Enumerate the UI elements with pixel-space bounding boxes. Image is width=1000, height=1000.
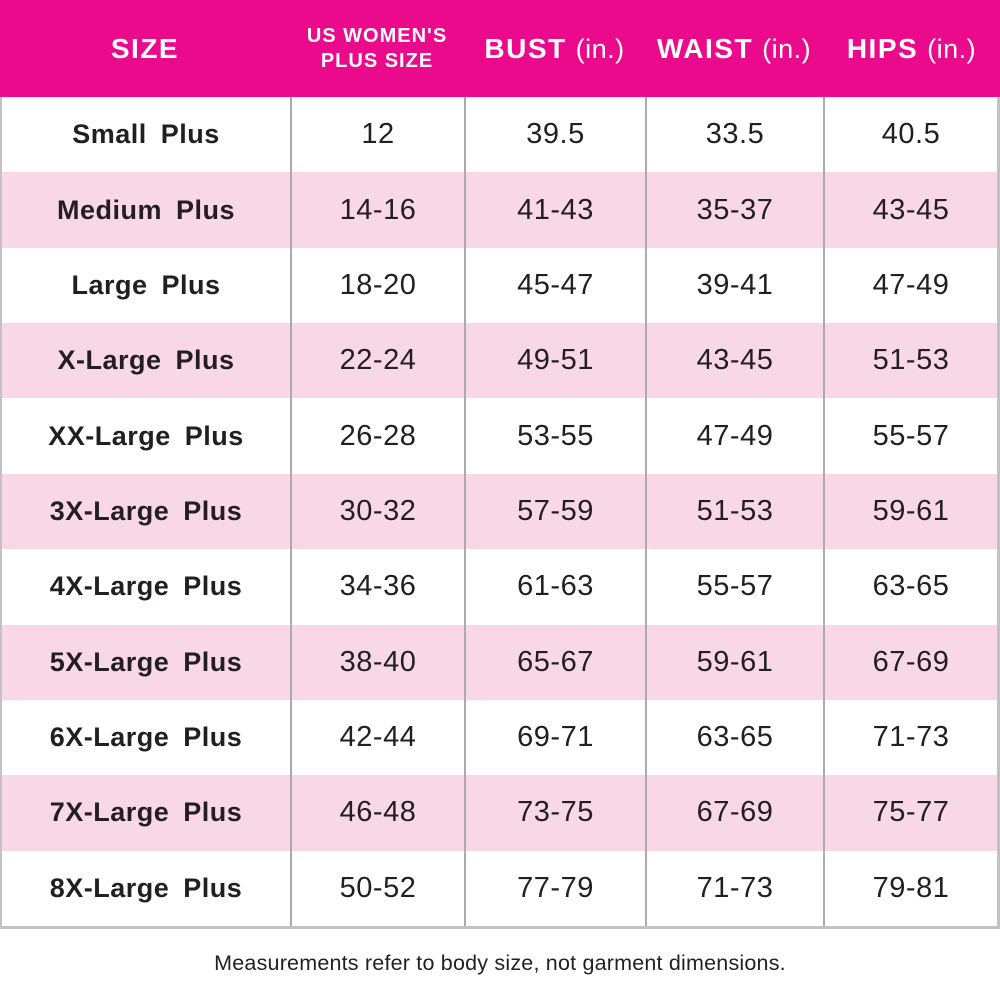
- size-name-cell: 4X-Large Plus: [49, 571, 243, 602]
- measurement-note: Measurements refer to body size, not gar…: [214, 950, 786, 975]
- measurement-value-cell: 51-53: [823, 323, 997, 399]
- table-footnote-area: Measurements refer to body size, not gar…: [0, 929, 1000, 997]
- measurement-value-cell: 79-81: [823, 850, 997, 926]
- size-name-cell: X-Large Plus: [57, 345, 235, 376]
- header-label-us-womens: US WOMEN'S: [306, 24, 448, 47]
- measurement-value-cell: 42-44: [290, 699, 464, 776]
- header-label-hips: HIPS: [846, 32, 919, 64]
- measurement-value-cell: 47-49: [645, 398, 823, 474]
- measurement-value-cell: 55-57: [823, 398, 997, 474]
- measurement-value-cell: 49-51: [464, 323, 645, 399]
- size-name-cell: Medium Plus: [56, 194, 236, 225]
- size-name-cell: 7X-Large Plus: [49, 797, 243, 828]
- header-cell-bust: BUST (in.): [464, 0, 645, 97]
- table-row: 8X-Large Plus 50-52 77-79 71-73 79-81: [2, 850, 997, 926]
- table-row: Small Plus 12 39.5 33.5 40.5: [2, 97, 997, 173]
- measurement-value-cell: 22-24: [290, 323, 464, 399]
- measurement-value-cell: 65-67: [464, 624, 645, 700]
- header-cell-waist: WAIST (in.): [645, 0, 823, 97]
- measurement-value-cell: 71-73: [645, 850, 823, 926]
- measurement-value-cell: 34-36: [290, 549, 464, 625]
- table-row: 7X-Large Plus 46-48 73-75 67-69 75-77: [2, 775, 997, 851]
- measurement-value-cell: 39.5: [464, 97, 645, 173]
- measurement-value-cell: 73-75: [464, 775, 645, 851]
- measurement-value-cell: 18-20: [290, 247, 464, 324]
- measurement-value-cell: 30-32: [290, 473, 464, 550]
- header-label-waist: WAIST: [656, 32, 754, 64]
- measurement-value-cell: 57-59: [464, 473, 645, 550]
- table-header-row: SIZE US WOMEN'S PLUS SIZE BUST (in.) WAI…: [0, 0, 1000, 97]
- header-label-plus-size: PLUS SIZE: [320, 49, 434, 72]
- header-label-bust: BUST: [484, 32, 567, 64]
- table-body: Small Plus 12 39.5 33.5 40.5 Medium Plus 14-16…: [0, 97, 1000, 929]
- measurement-value-cell: 38-40: [290, 624, 464, 700]
- measurement-value-cell: 71-73: [823, 699, 997, 776]
- measurement-value-cell: 51-53: [645, 473, 823, 550]
- measurement-value-cell: 35-37: [645, 172, 823, 248]
- size-name-cell: Small Plus: [72, 119, 220, 150]
- measurement-value-cell: 77-79: [464, 850, 645, 926]
- header-label-size: SIZE: [110, 32, 180, 64]
- table-row: X-Large Plus 22-24 49-51 43-45 51-53: [2, 323, 997, 399]
- header-cell-us-plus-size: US WOMEN'S PLUS SIZE: [290, 0, 464, 97]
- measurement-value-cell: 67-69: [645, 775, 823, 851]
- table-row: 3X-Large Plus 30-32 57-59 51-53 59-61: [2, 473, 997, 550]
- size-name-cell: Large Plus: [71, 269, 221, 300]
- measurement-value-cell: 47-49: [823, 247, 997, 324]
- measurement-value-cell: 39-41: [645, 247, 823, 324]
- measurement-value-cell: 46-48: [290, 775, 464, 851]
- measurement-value-cell: 61-63: [464, 549, 645, 625]
- measurement-value-cell: 43-45: [823, 172, 997, 248]
- table-row: XX-Large Plus 26-28 53-55 47-49 55-57: [2, 398, 997, 474]
- header-unit-hips: (in.): [927, 33, 977, 64]
- header-unit-bust: (in.): [575, 33, 625, 64]
- table-row: 6X-Large Plus 42-44 69-71 63-65 71-73: [2, 699, 997, 776]
- table-row: Medium Plus 14-16 41-43 35-37 43-45: [2, 172, 997, 248]
- measurement-value-cell: 41-43: [464, 172, 645, 248]
- measurement-value-cell: 26-28: [290, 398, 464, 474]
- table-row: 4X-Large Plus 34-36 61-63 55-57 63-65: [2, 549, 997, 625]
- header-unit-waist: (in.): [762, 33, 812, 64]
- measurement-value-cell: 50-52: [290, 850, 464, 926]
- size-name-cell: 8X-Large Plus: [49, 872, 243, 903]
- measurement-value-cell: 59-61: [645, 624, 823, 700]
- measurement-value-cell: 40.5: [823, 97, 997, 173]
- table-row: Large Plus 18-20 45-47 39-41 47-49: [2, 247, 997, 324]
- table-row: 5X-Large Plus 38-40 65-67 59-61 67-69: [2, 624, 997, 700]
- measurement-value-cell: 63-65: [645, 699, 823, 776]
- measurement-value-cell: 33.5: [645, 97, 823, 173]
- header-cell-hips: HIPS (in.): [823, 0, 1000, 97]
- measurement-value-cell: 69-71: [464, 699, 645, 776]
- measurement-value-cell: 14-16: [290, 172, 464, 248]
- size-name-cell: 5X-Large Plus: [49, 646, 243, 677]
- measurement-value-cell: 67-69: [823, 624, 997, 700]
- measurement-value-cell: 43-45: [645, 323, 823, 399]
- measurement-value-cell: 53-55: [464, 398, 645, 474]
- size-name-cell: 6X-Large Plus: [49, 722, 243, 753]
- measurement-value-cell: 55-57: [645, 549, 823, 625]
- header-cell-size: SIZE: [0, 0, 290, 97]
- measurement-value-cell: 45-47: [464, 247, 645, 324]
- size-name-cell: 3X-Large Plus: [49, 495, 243, 526]
- measurement-value-cell: 12: [290, 97, 464, 173]
- measurement-value-cell: 75-77: [823, 775, 997, 851]
- measurement-value-cell: 63-65: [823, 549, 997, 625]
- size-name-cell: XX-Large Plus: [48, 420, 244, 451]
- measurement-value-cell: 59-61: [823, 473, 997, 550]
